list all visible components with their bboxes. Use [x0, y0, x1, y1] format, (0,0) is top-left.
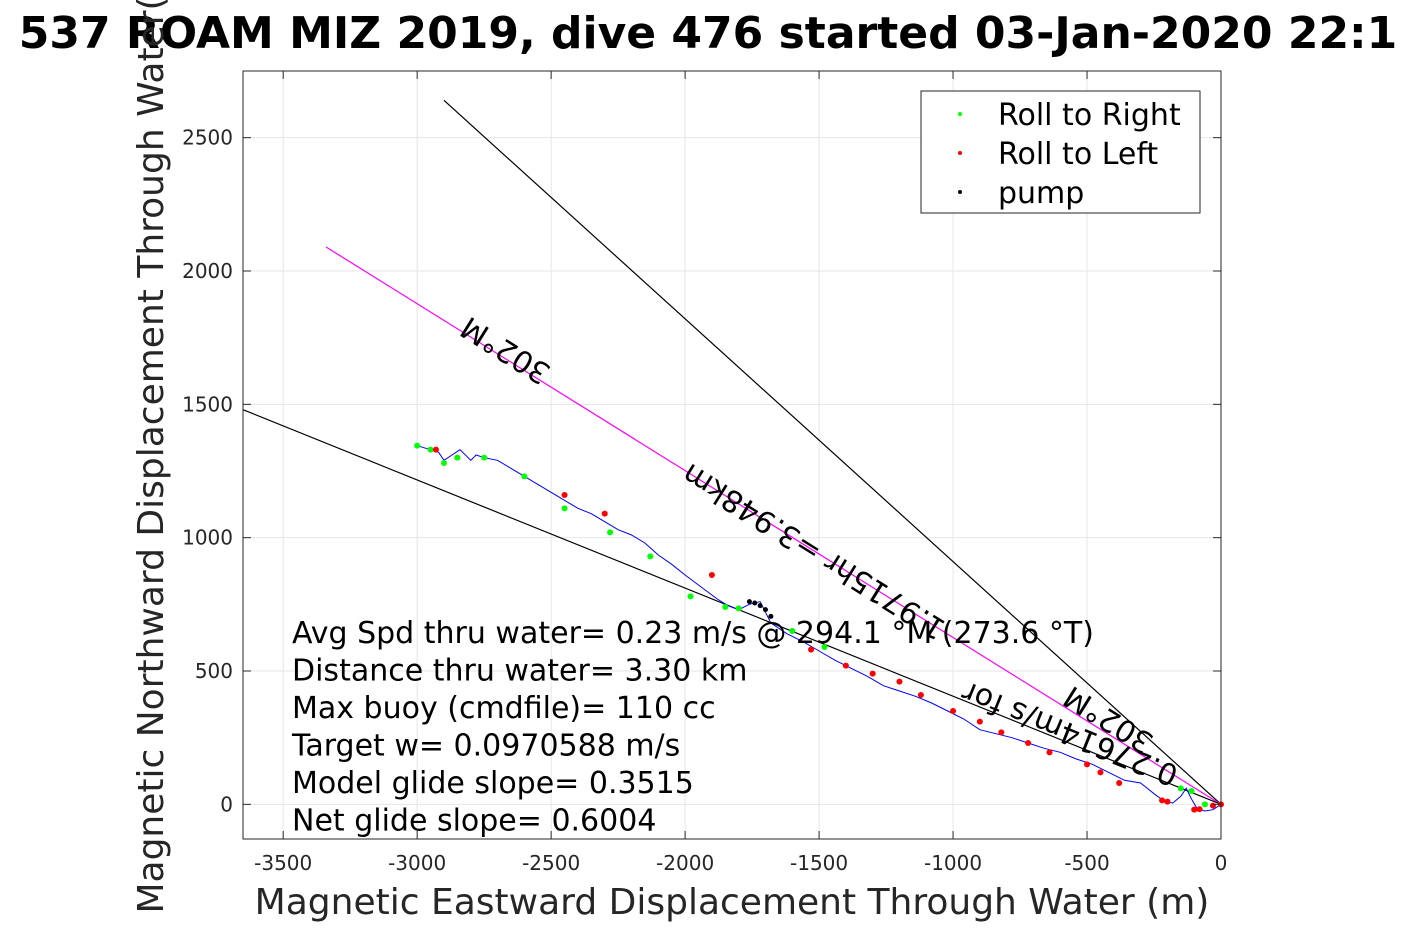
roll-left-point — [808, 646, 815, 653]
roll-right-point — [521, 473, 528, 480]
roll-right-point — [481, 454, 488, 461]
roll-right-point — [647, 553, 654, 560]
pump-point — [768, 613, 774, 619]
roll-left-point — [1116, 780, 1123, 786]
stat-line: Distance thru water= 3.30 km — [292, 654, 747, 689]
roll-left-point — [601, 510, 608, 517]
stat-line: Model glide slope= 0.3515 — [292, 766, 694, 801]
roll-left-point — [917, 692, 924, 698]
x-tick-label: -3500 — [254, 851, 312, 875]
roll-left-point — [1046, 749, 1053, 756]
legend-entries: Roll to Right Roll to Left pump — [958, 98, 1181, 211]
roll-left-point — [1209, 802, 1216, 809]
roll-left-point — [1084, 761, 1091, 768]
x-tick-label: -3000 — [388, 851, 446, 875]
y-tick-label: 2500 — [182, 126, 233, 150]
pump-point — [746, 599, 752, 605]
roll-right-point — [722, 604, 729, 610]
roll-right-point — [427, 446, 434, 453]
roll-left-point — [896, 678, 903, 685]
heading-line — [443, 99, 1222, 805]
stat-line: Avg Spd thru water= 0.23 m/s @ 294.1 °M … — [292, 616, 1094, 651]
x-axis-label: Magnetic Eastward Displacement Through W… — [255, 882, 1210, 923]
roll-right-point — [735, 605, 742, 612]
stat-line: Net glide slope= 0.6004 — [292, 804, 656, 839]
roll-right-point — [454, 454, 461, 461]
roll-right-point — [561, 505, 568, 512]
y-tick-label: 1000 — [182, 526, 233, 550]
roll-left-point — [1164, 798, 1171, 805]
x-tick-label: -2000 — [656, 851, 714, 875]
roll-right-point — [1201, 801, 1208, 808]
legend-marker — [958, 190, 962, 194]
x-tick-label: -1500 — [790, 851, 848, 875]
chart-title: 537 ROAM MIZ 2019, dive 476 started 03-J… — [19, 8, 1398, 59]
stat-line: Target w= 0.0970588 m/s — [291, 729, 680, 764]
roll-right-point — [414, 442, 421, 449]
roll-left-point — [1025, 740, 1032, 746]
legend-label: Roll to Left — [998, 137, 1158, 172]
roll-left-point — [1159, 797, 1166, 804]
y-tick-label: 500 — [195, 659, 233, 683]
legend-marker — [958, 151, 962, 155]
roll-right-point — [1177, 785, 1184, 792]
roll-left-point — [1191, 806, 1198, 813]
legend-box — [920, 90, 1201, 214]
heading-annotation: 302°M — [455, 309, 557, 391]
roll-right-point — [440, 460, 447, 466]
pump-point — [762, 607, 768, 613]
roll-right-point — [687, 593, 694, 600]
y-tick-label: 1500 — [182, 392, 233, 416]
stats-block: Avg Spd thru water= 0.23 m/s @ 294.1 °M … — [291, 616, 1094, 839]
roll-left-point — [432, 446, 439, 453]
roll-left-point — [561, 492, 568, 498]
roll-points — [414, 442, 1224, 813]
legend-label: Roll to Right — [998, 98, 1181, 133]
y-axis-label: Magnetic Northward Displacement Through … — [131, 0, 172, 914]
roll-right-point — [607, 529, 614, 536]
roll-left-point — [869, 670, 876, 677]
x-tick-label: -500 — [1064, 851, 1109, 875]
roll-left-point — [842, 662, 849, 669]
pump-point — [757, 603, 763, 609]
roll-left-point — [708, 572, 715, 578]
roll-right-point — [789, 628, 796, 634]
plot-frame — [242, 70, 1222, 840]
roll-left-point — [1196, 806, 1203, 813]
roll-left-point — [976, 718, 983, 725]
pump-point — [752, 600, 758, 606]
legend-label: pump — [998, 176, 1084, 211]
roll-left-point — [998, 729, 1005, 736]
stat-line: Max buoy (cmdfile)= 110 cc — [292, 691, 716, 726]
x-tick-label: -2500 — [522, 851, 580, 875]
roll-right-point — [821, 644, 828, 650]
ticks: -3500 -3000 -2500 -2000 -1500 -1000 -500 0 0 500 1… — [182, 71, 1227, 875]
roll-left-point — [1097, 769, 1104, 776]
heading-line — [325, 246, 1222, 805]
roll-left-point — [950, 708, 957, 714]
y-tick-label: 0 — [220, 792, 233, 816]
y-tick-label: 2000 — [182, 259, 233, 283]
legend: Roll to Right Roll to Left pump — [920, 90, 1201, 214]
x-tick-label: -1000 — [924, 851, 982, 875]
legend-marker — [958, 112, 962, 116]
roll-right-point — [1188, 788, 1195, 794]
x-tick-label: 0 — [1215, 851, 1228, 875]
